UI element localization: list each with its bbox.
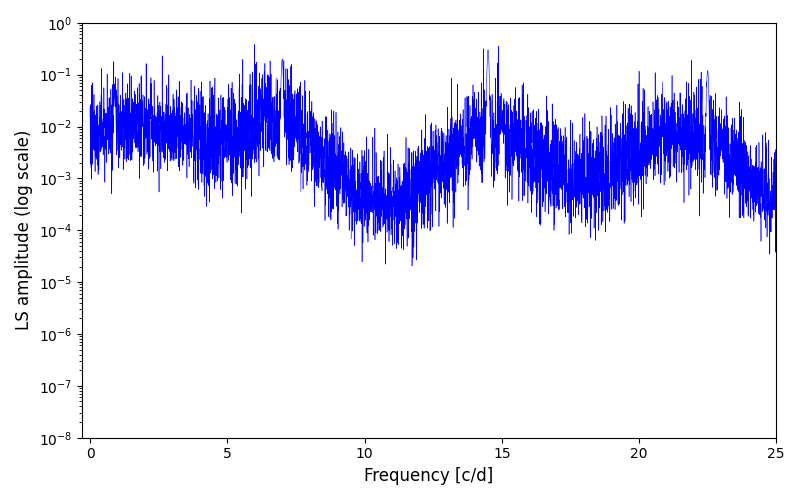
X-axis label: Frequency [c/d]: Frequency [c/d]: [364, 467, 494, 485]
Y-axis label: LS amplitude (log scale): LS amplitude (log scale): [15, 130, 33, 330]
